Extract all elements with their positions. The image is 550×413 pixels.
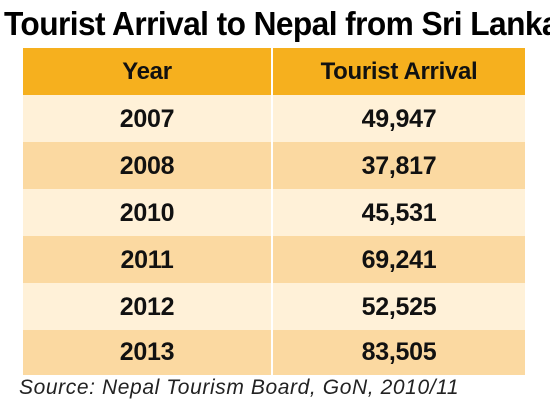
year-cell: 2013 xyxy=(119,338,175,366)
arrival-cell: 37,817 xyxy=(271,142,525,190)
year-cell: 2010 xyxy=(119,198,175,227)
table-row: 2013 83,505 xyxy=(23,330,525,375)
arrival-cell: 45,531 xyxy=(271,189,525,237)
year-cell: 2008 xyxy=(119,151,175,180)
header-year: Year xyxy=(122,57,172,85)
source-note: Source: Nepal Tourism Board, GoN, 2010/1… xyxy=(19,376,460,399)
table-header-row: Year Tourist Arrival xyxy=(23,48,525,95)
arrival-cell: 49,947 xyxy=(271,95,525,143)
arrival-cell: 83,505 xyxy=(271,330,525,375)
table-row: 2012 52,525 xyxy=(23,283,525,331)
header-tourist-arrival: Tourist Arrival xyxy=(271,48,525,95)
table-row: 2008 37,817 xyxy=(23,142,525,190)
table-row: 2010 45,531 xyxy=(23,189,525,237)
arrival-cell: 52,525 xyxy=(271,283,525,331)
year-cell: 2012 xyxy=(119,292,175,321)
data-table: Year Tourist Arrival 2007 49,947 2008 37… xyxy=(23,48,525,375)
table-row: 2007 49,947 xyxy=(23,95,525,143)
arrival-cell: 69,241 xyxy=(271,236,525,284)
chart-title: Tourist Arrival to Nepal from Sri Lanka xyxy=(4,5,550,42)
table-row: 2011 69,241 xyxy=(23,236,525,284)
year-cell: 2007 xyxy=(119,104,175,133)
year-cell: 2011 xyxy=(120,245,174,274)
